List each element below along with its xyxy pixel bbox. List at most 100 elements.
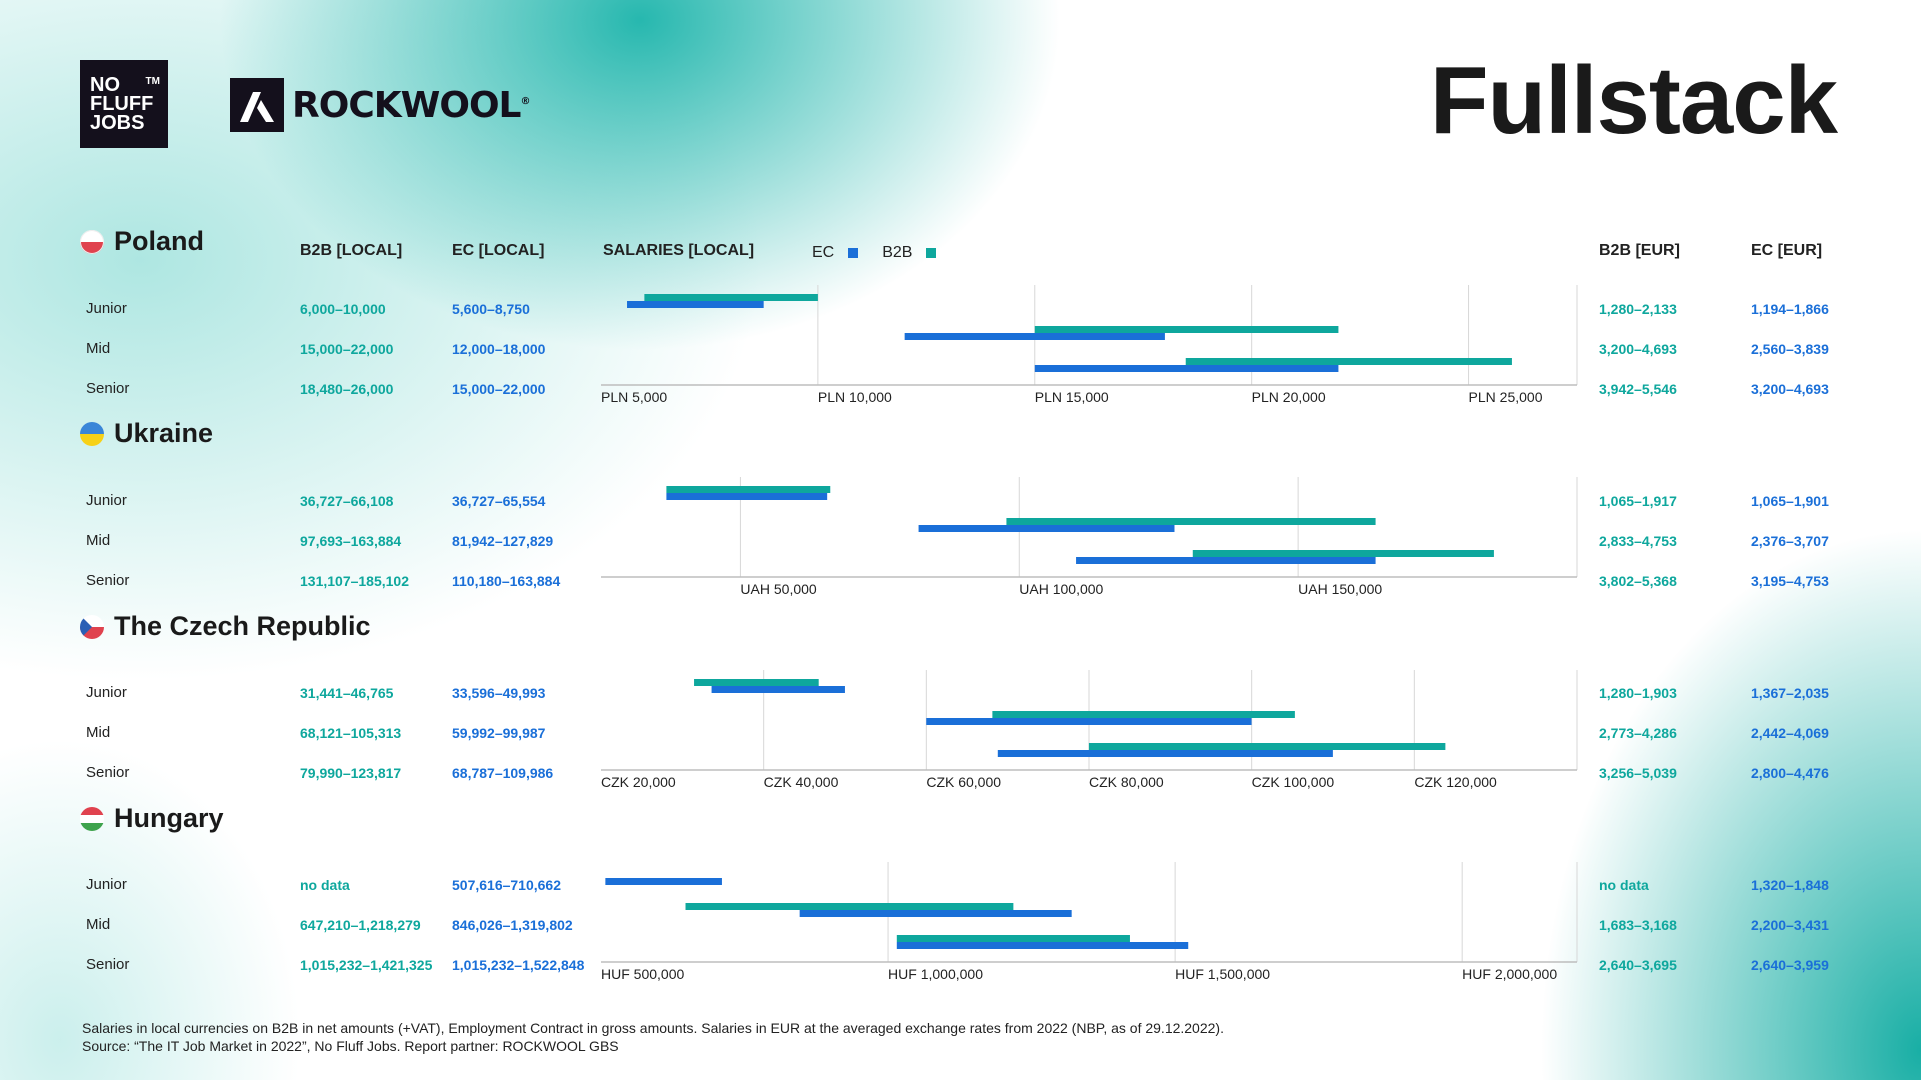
ec-range-bar [666,493,828,500]
ec-range-bar [799,910,1072,917]
b2b-eur-value: 2,640–3,695 [1599,957,1677,973]
logo-line-2: FLUFF [90,93,154,115]
ec-eur-value: 3,200–4,693 [1751,381,1829,397]
row-level-label: Junior [86,684,127,701]
ukraine-flag-icon [80,421,104,446]
ec-local-value: 36,727–65,554 [452,493,546,509]
ec-range-bar [997,750,1333,757]
ec-eur-value: 1,065–1,901 [1751,493,1829,509]
ec-local-value: 507,616–710,662 [452,877,561,893]
poland-range-chart: PLN 5,000 PLN 10,000 PLN 15,000 PLN 20,000 P… [601,285,1578,415]
legend-b2b-label: B2B [882,244,913,261]
row-level-label: Mid [86,340,111,357]
hungary-range-chart: HUF 500,000 HUF 1,000,000 HUF 1,500,000 HUF… [601,862,1578,992]
b2b-local-value: 79,990–123,817 [300,765,402,781]
tick-label: PLN 25,000 [1469,389,1543,405]
ec-eur-value: 1,367–2,035 [1751,685,1829,701]
b2b-eur-value: 1,065–1,917 [1599,493,1677,509]
ec-eur-value: 2,640–3,959 [1751,957,1829,973]
tick-label: PLN 15,000 [1035,389,1109,405]
b2b-range-bar [685,903,1014,910]
ec-eur-value: 2,376–3,707 [1751,533,1829,549]
b2b-range-bar [992,711,1295,718]
ec-local-value: 15,000–22,000 [452,381,546,397]
col-b2b-local: B2B [LOCAL] [300,242,403,259]
czech-flag-icon [80,614,104,639]
b2b-range-bar [1185,358,1512,365]
ec-eur-value: 3,195–4,753 [1751,573,1829,589]
b2b-local-value: 1,015,232–1,421,325 [300,957,433,973]
page-title: Fullstack [1429,47,1838,154]
col-ec-local: EC [LOCAL] [452,242,545,259]
tick-label: CZK 80,000 [1089,774,1164,790]
legend-b2b-swatch [926,248,937,258]
ec-range-bar [711,686,845,693]
b2b-eur-value: 3,942–5,546 [1599,381,1677,397]
b2b-local-value: no data [300,877,350,893]
b2b-local-value: 68,121–105,313 [300,725,402,741]
ec-eur-value: 2,442–4,069 [1751,725,1829,741]
ec-range-bar [627,301,764,308]
ec-range-bar [1076,557,1376,564]
ec-local-value: 110,180–163,884 [452,573,561,589]
col-b2b-eur: B2B [EUR] [1599,242,1680,259]
country-name: The Czech Republic [114,611,371,641]
tick-label: UAH 50,000 [740,581,816,597]
czech-range-chart: CZK 20,000 CZK 40,000 CZK 60,000 CZK 80,000… [601,670,1578,800]
country-name: Ukraine [114,418,214,448]
country-name: Hungary [114,803,224,833]
country-hungary: Hungary [80,803,224,834]
b2b-local-value: 18,480–26,000 [300,381,394,397]
row-level-label: Junior [86,492,127,509]
ec-local-value: 68,787–109,986 [452,765,554,781]
tick-label: CZK 100,000 [1252,774,1335,790]
ec-eur-value: 1,320–1,848 [1751,877,1829,893]
ec-local-value: 846,026–1,319,802 [452,917,573,933]
b2b-eur-value: 1,280–1,903 [1599,685,1677,701]
b2b-eur-value: 3,802–5,368 [1599,573,1677,589]
no-fluff-jobs-logo: TM NO FLUFF JOBS [80,60,168,148]
ec-local-value: 1,015,232–1,522,848 [452,957,585,973]
logo-line-3: JOBS [90,112,145,134]
tick-label: PLN 20,000 [1252,389,1326,405]
tick-label: CZK 120,000 [1414,774,1497,790]
row-level-label: Mid [86,724,111,741]
b2b-local-value: 647,210–1,218,279 [300,917,421,933]
b2b-local-value: 15,000–22,000 [300,341,394,357]
rockwool-mark-icon [230,78,284,132]
ec-local-value: 81,942–127,829 [452,533,554,549]
tick-label: HUF 500,000 [601,966,684,982]
footnote: Salaries in local currencies on B2B in n… [82,1019,1224,1055]
country-poland: Poland [80,226,204,257]
row-level-label: Senior [86,956,130,973]
row-level-label: Senior [86,380,130,397]
ec-local-value: 5,600–8,750 [452,301,530,317]
b2b-eur-value: 1,683–3,168 [1599,917,1677,933]
ec-eur-value: 2,200–3,431 [1751,917,1829,933]
row-level-label: Senior [86,764,130,781]
b2b-eur-value: no data [1599,877,1649,893]
ec-local-value: 59,992–99,987 [452,725,546,741]
tick-label: HUF 1,000,000 [888,966,983,982]
footnote-line-1: Salaries in local currencies on B2B in n… [82,1020,1224,1036]
b2b-eur-value: 1,280–2,133 [1599,301,1677,317]
rockwool-logo: ROCKWOOL® [230,78,531,132]
ec-range-bar [926,718,1252,725]
tick-label: CZK 60,000 [926,774,1001,790]
b2b-local-value: 31,441–46,765 [300,685,394,701]
tick-label: HUF 1,500,000 [1175,966,1270,982]
tick-label: UAH 100,000 [1019,581,1103,597]
footnote-line-2: Source: “The IT Job Market in 2022”, No … [82,1038,619,1054]
row-level-label: Mid [86,916,111,933]
b2b-range-bar [1006,518,1376,525]
tick-label: UAH 150,000 [1298,581,1382,597]
b2b-eur-value: 3,200–4,693 [1599,341,1677,357]
ukraine-range-chart: UAH 50,000 UAH 100,000 UAH 150,000 [601,477,1578,607]
b2b-range-bar [644,294,818,301]
logo-tm: TM [145,76,160,87]
tick-label: PLN 5,000 [601,389,667,405]
b2b-range-bar [694,679,819,686]
poland-flag-icon [80,229,104,254]
b2b-range-bar [1034,326,1339,333]
b2b-range-bar [1088,743,1446,750]
